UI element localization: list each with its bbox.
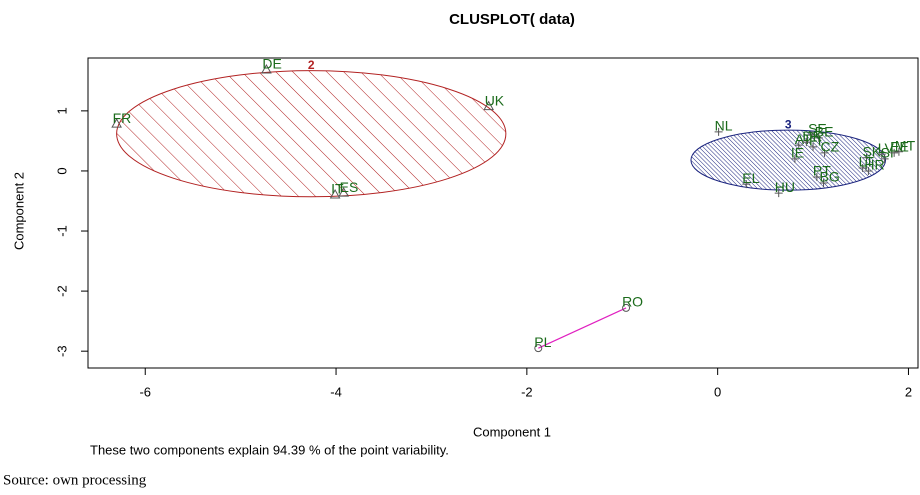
point-marker [261, 63, 272, 74]
point-marker [812, 172, 821, 181]
point-marker [809, 142, 818, 151]
point-label: IT [331, 181, 344, 197]
point-label: SK [862, 143, 881, 159]
cluster-ellipse [116, 70, 507, 198]
point-label: MT [895, 137, 916, 153]
point-label: HR [864, 157, 884, 173]
point-label: BE [815, 124, 834, 140]
x-axis-label: Component 1 [473, 424, 551, 439]
x-tick-label: -2 [521, 384, 533, 399]
point-marker [790, 154, 799, 163]
cluster-label: 2 [308, 58, 315, 72]
cluster-segment [538, 307, 627, 349]
point-marker [808, 130, 817, 139]
point-marker [714, 127, 723, 136]
subtitle: These two components explain 94.39 % of … [90, 442, 449, 457]
point-marker [338, 187, 350, 197]
point-label: RO [622, 294, 643, 310]
x-tick-label: 2 [905, 384, 912, 399]
point-marker [877, 150, 886, 159]
point-label: PL [534, 334, 551, 350]
point-label: NL [715, 118, 733, 134]
point-marker [794, 141, 803, 150]
point-label: UK [485, 92, 505, 108]
point-label: DK [802, 128, 822, 144]
x-tick-label: -4 [330, 384, 342, 399]
point-label: BG [820, 169, 840, 185]
point-marker [802, 138, 811, 147]
point-label: LV [878, 140, 895, 156]
point-marker [483, 100, 495, 111]
cluster-label: 3 [785, 117, 792, 131]
point-marker [742, 180, 751, 189]
source-note: Source: own processing [3, 472, 147, 488]
y-tick-label: 0 [54, 167, 69, 174]
x-tick-label: 0 [714, 384, 721, 399]
point-marker [814, 133, 823, 142]
point-label: EE [890, 139, 909, 155]
y-tick-label: -1 [54, 225, 69, 237]
point-label: EL [742, 170, 759, 186]
chart-title: CLUSPLOT( data) [449, 11, 575, 28]
point-marker [111, 118, 122, 128]
point-label: HU [775, 179, 795, 195]
y-tick-label: -3 [54, 345, 69, 357]
point-marker [880, 154, 889, 163]
cluster-ellipse [690, 129, 887, 191]
point-marker [774, 189, 783, 198]
y-tick-label: -2 [54, 285, 69, 297]
point-label: PT [813, 163, 831, 179]
point-marker [864, 166, 873, 175]
point-marker [858, 163, 867, 172]
point-label: ES [340, 179, 359, 195]
point-marker [890, 148, 899, 157]
plot-frame [87, 57, 919, 369]
y-tick-label: 1 [54, 107, 69, 114]
point-marker [534, 344, 543, 353]
x-tick-label: -6 [139, 384, 151, 399]
point-marker [894, 147, 903, 156]
point-marker [819, 178, 828, 187]
point-label: SI [881, 145, 894, 161]
point-label: FR [113, 110, 132, 126]
point-label: IE [791, 145, 804, 161]
point-marker [622, 303, 631, 312]
point-marker [820, 148, 829, 157]
point-label: DE [262, 56, 281, 72]
point-marker [862, 153, 871, 162]
point-label: SE [808, 121, 827, 137]
point-label: LT [859, 154, 875, 170]
y-axis-label: Component 2 [11, 172, 26, 250]
point-label: FI [809, 133, 821, 149]
point-marker [329, 188, 341, 199]
point-label: CZ [821, 139, 840, 155]
point-label: AT [795, 131, 812, 147]
